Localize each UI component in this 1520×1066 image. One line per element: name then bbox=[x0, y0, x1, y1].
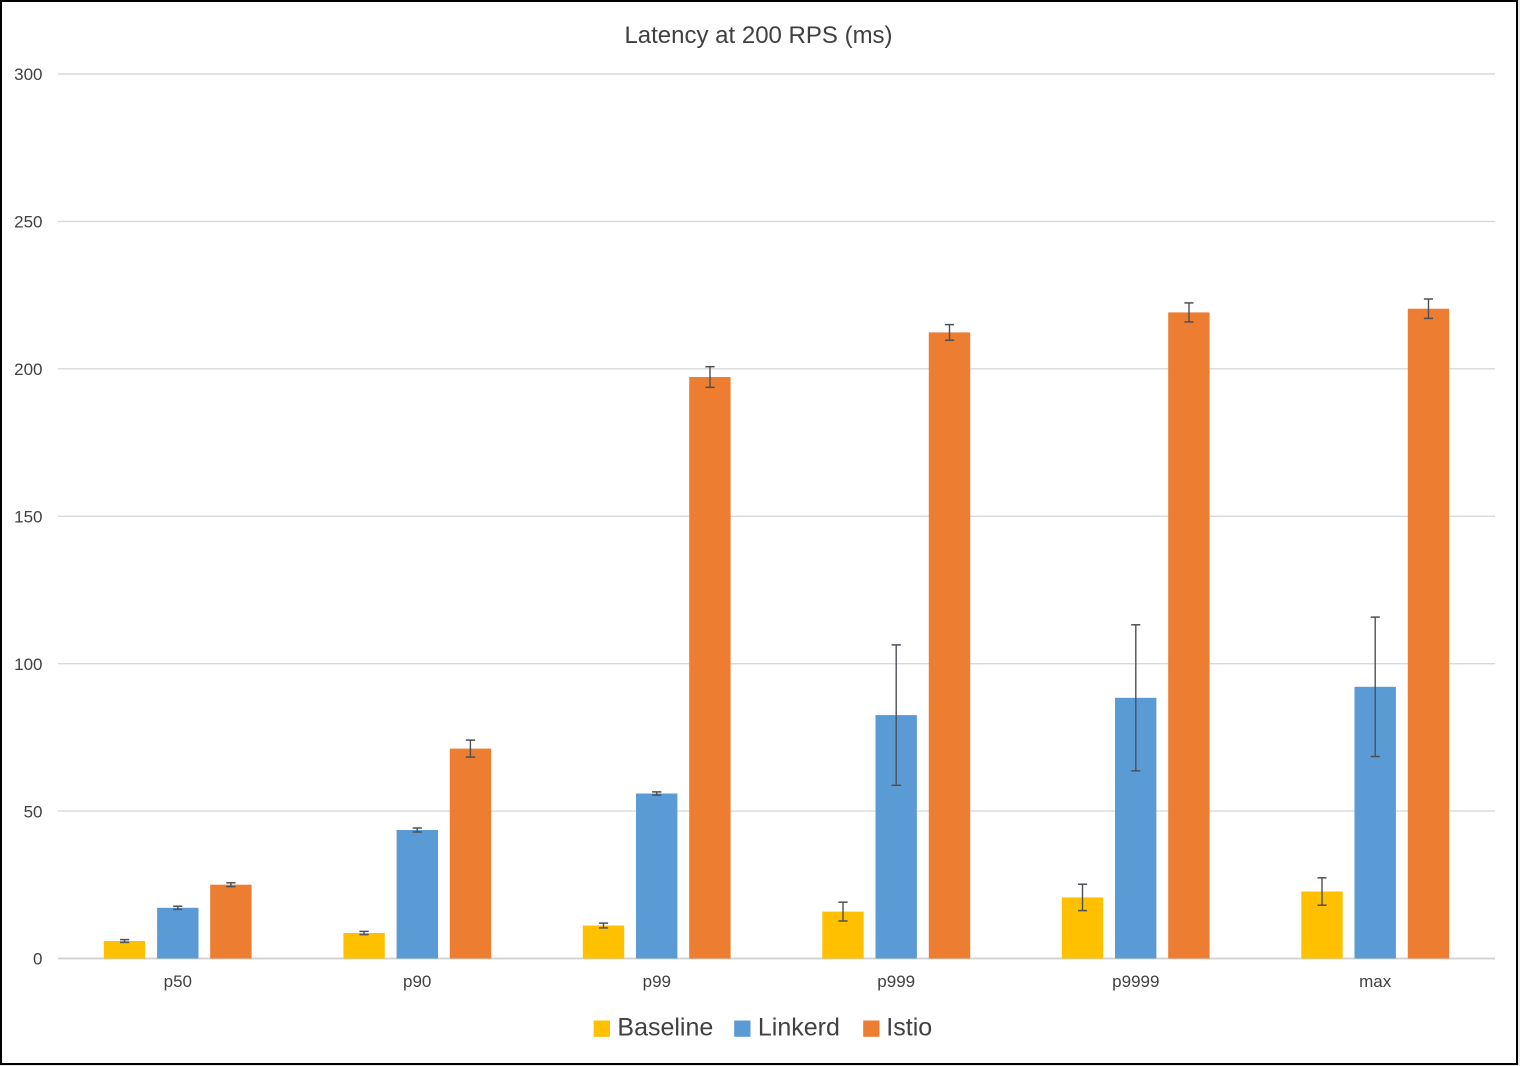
svg-text:p50: p50 bbox=[164, 972, 192, 991]
svg-text:250: 250 bbox=[14, 213, 42, 232]
svg-text:p99: p99 bbox=[643, 972, 671, 991]
svg-text:200: 200 bbox=[14, 360, 42, 379]
svg-text:Latency at 200 RPS (ms): Latency at 200 RPS (ms) bbox=[624, 22, 892, 49]
svg-text:Istio: Istio bbox=[886, 1014, 932, 1042]
svg-text:150: 150 bbox=[14, 508, 42, 527]
svg-text:Baseline: Baseline bbox=[617, 1014, 713, 1042]
svg-text:p999: p999 bbox=[877, 972, 915, 991]
svg-text:p9999: p9999 bbox=[1112, 972, 1159, 991]
svg-text:50: 50 bbox=[24, 802, 43, 821]
svg-text:p90: p90 bbox=[403, 972, 431, 991]
svg-text:max: max bbox=[1359, 972, 1392, 991]
svg-text:100: 100 bbox=[14, 655, 42, 674]
svg-text:Linkerd: Linkerd bbox=[758, 1014, 840, 1042]
svg-text:0: 0 bbox=[33, 950, 42, 969]
svg-text:300: 300 bbox=[14, 65, 42, 84]
